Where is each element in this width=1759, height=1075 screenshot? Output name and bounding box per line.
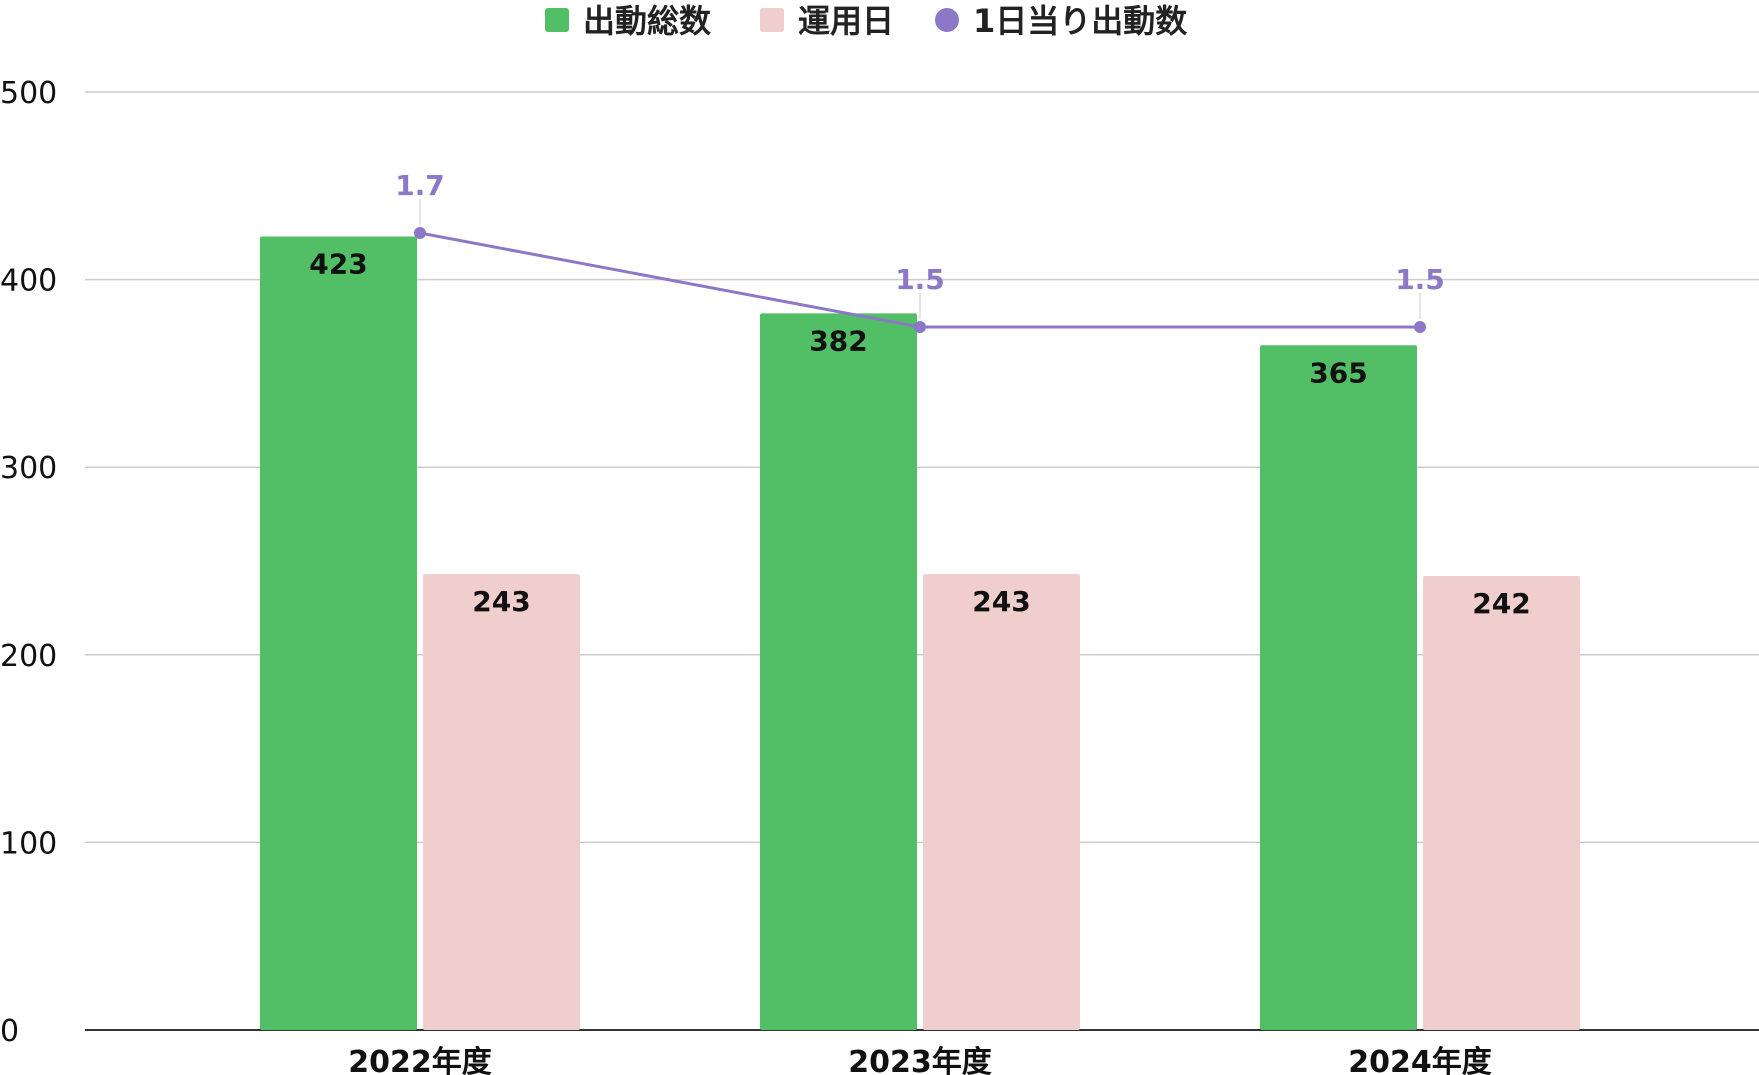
bar-value-label: 423 — [309, 247, 367, 280]
line-value-label: 1.5 — [895, 263, 945, 296]
bars: 423 243 382 243 365 242 — [260, 236, 1580, 1030]
y-tick-label: 500 — [0, 76, 57, 111]
y-tick-label: 0 — [0, 1014, 19, 1049]
bar — [923, 574, 1080, 1030]
line-value-label: 1.7 — [395, 169, 445, 202]
bar-value-label: 365 — [1309, 356, 1367, 389]
line-point — [414, 227, 426, 239]
y-tick-label: 100 — [0, 826, 57, 861]
y-axis: 0 100 200 300 400 500 — [0, 76, 57, 1049]
bar-value-label: 382 — [809, 324, 867, 357]
y-tick-label: 200 — [0, 639, 57, 674]
bar-value-label: 243 — [472, 585, 530, 618]
bar — [1260, 345, 1417, 1030]
line-value-label: 1.5 — [1395, 263, 1445, 296]
line-series: 1.7 1.5 1.5 — [395, 169, 1445, 333]
y-tick-label: 300 — [0, 451, 57, 486]
legend-label: 運用日 — [798, 2, 894, 40]
x-tick-label: 2023年度 — [848, 1045, 992, 1075]
legend: 出動総数 運用日 1日当り出動数 — [545, 2, 1188, 40]
x-axis: 2022年度 2023年度 2024年度 — [348, 1045, 1492, 1075]
bar — [1423, 576, 1580, 1030]
legend-swatch — [545, 8, 569, 32]
legend-label: 1日当り出動数 — [973, 2, 1188, 40]
legend-swatch — [935, 8, 959, 32]
legend-swatch — [760, 8, 784, 32]
bar — [260, 236, 417, 1030]
bar-value-label: 242 — [1472, 587, 1530, 620]
y-tick-label: 400 — [0, 264, 57, 299]
line-point — [914, 321, 926, 333]
bar-value-label: 243 — [972, 585, 1030, 618]
x-tick-label: 2022年度 — [348, 1045, 492, 1075]
bar — [423, 574, 580, 1030]
x-tick-label: 2024年度 — [1348, 1045, 1492, 1075]
legend-label: 出動総数 — [583, 2, 712, 40]
line-point — [1414, 321, 1426, 333]
bar — [760, 313, 917, 1030]
